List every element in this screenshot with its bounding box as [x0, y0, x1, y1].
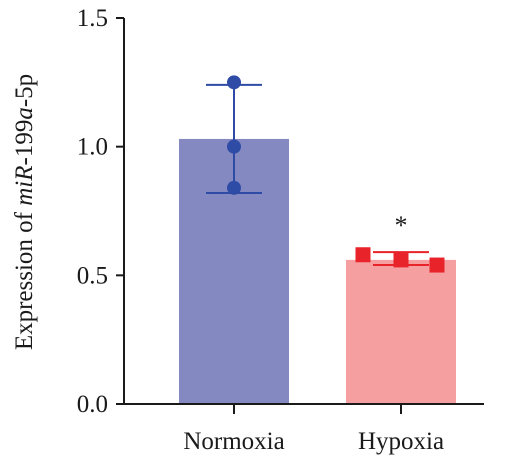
y-axis-title: Expression of miR-199a-5p — [11, 74, 38, 350]
data-point — [227, 180, 241, 195]
y-tick-label: 0.5 — [77, 262, 108, 289]
data-point — [393, 252, 409, 268]
data-point — [355, 247, 371, 263]
data-point — [227, 139, 241, 154]
x-tick-label: Hypoxia — [358, 428, 444, 455]
bar-hypoxia — [346, 259, 456, 404]
x-tick-label: Normoxia — [183, 428, 284, 455]
plot-area: 0.0 0.5 1.0 1.5 Normoxia Hypoxia * — [77, 5, 484, 455]
y-tick-label: 1.5 — [77, 5, 108, 32]
y-tick-label: 0.0 — [77, 391, 108, 418]
data-point — [429, 257, 445, 273]
data-point — [227, 75, 241, 90]
y-tick-label: 1.0 — [77, 134, 108, 161]
significance-marker: * — [395, 211, 408, 240]
